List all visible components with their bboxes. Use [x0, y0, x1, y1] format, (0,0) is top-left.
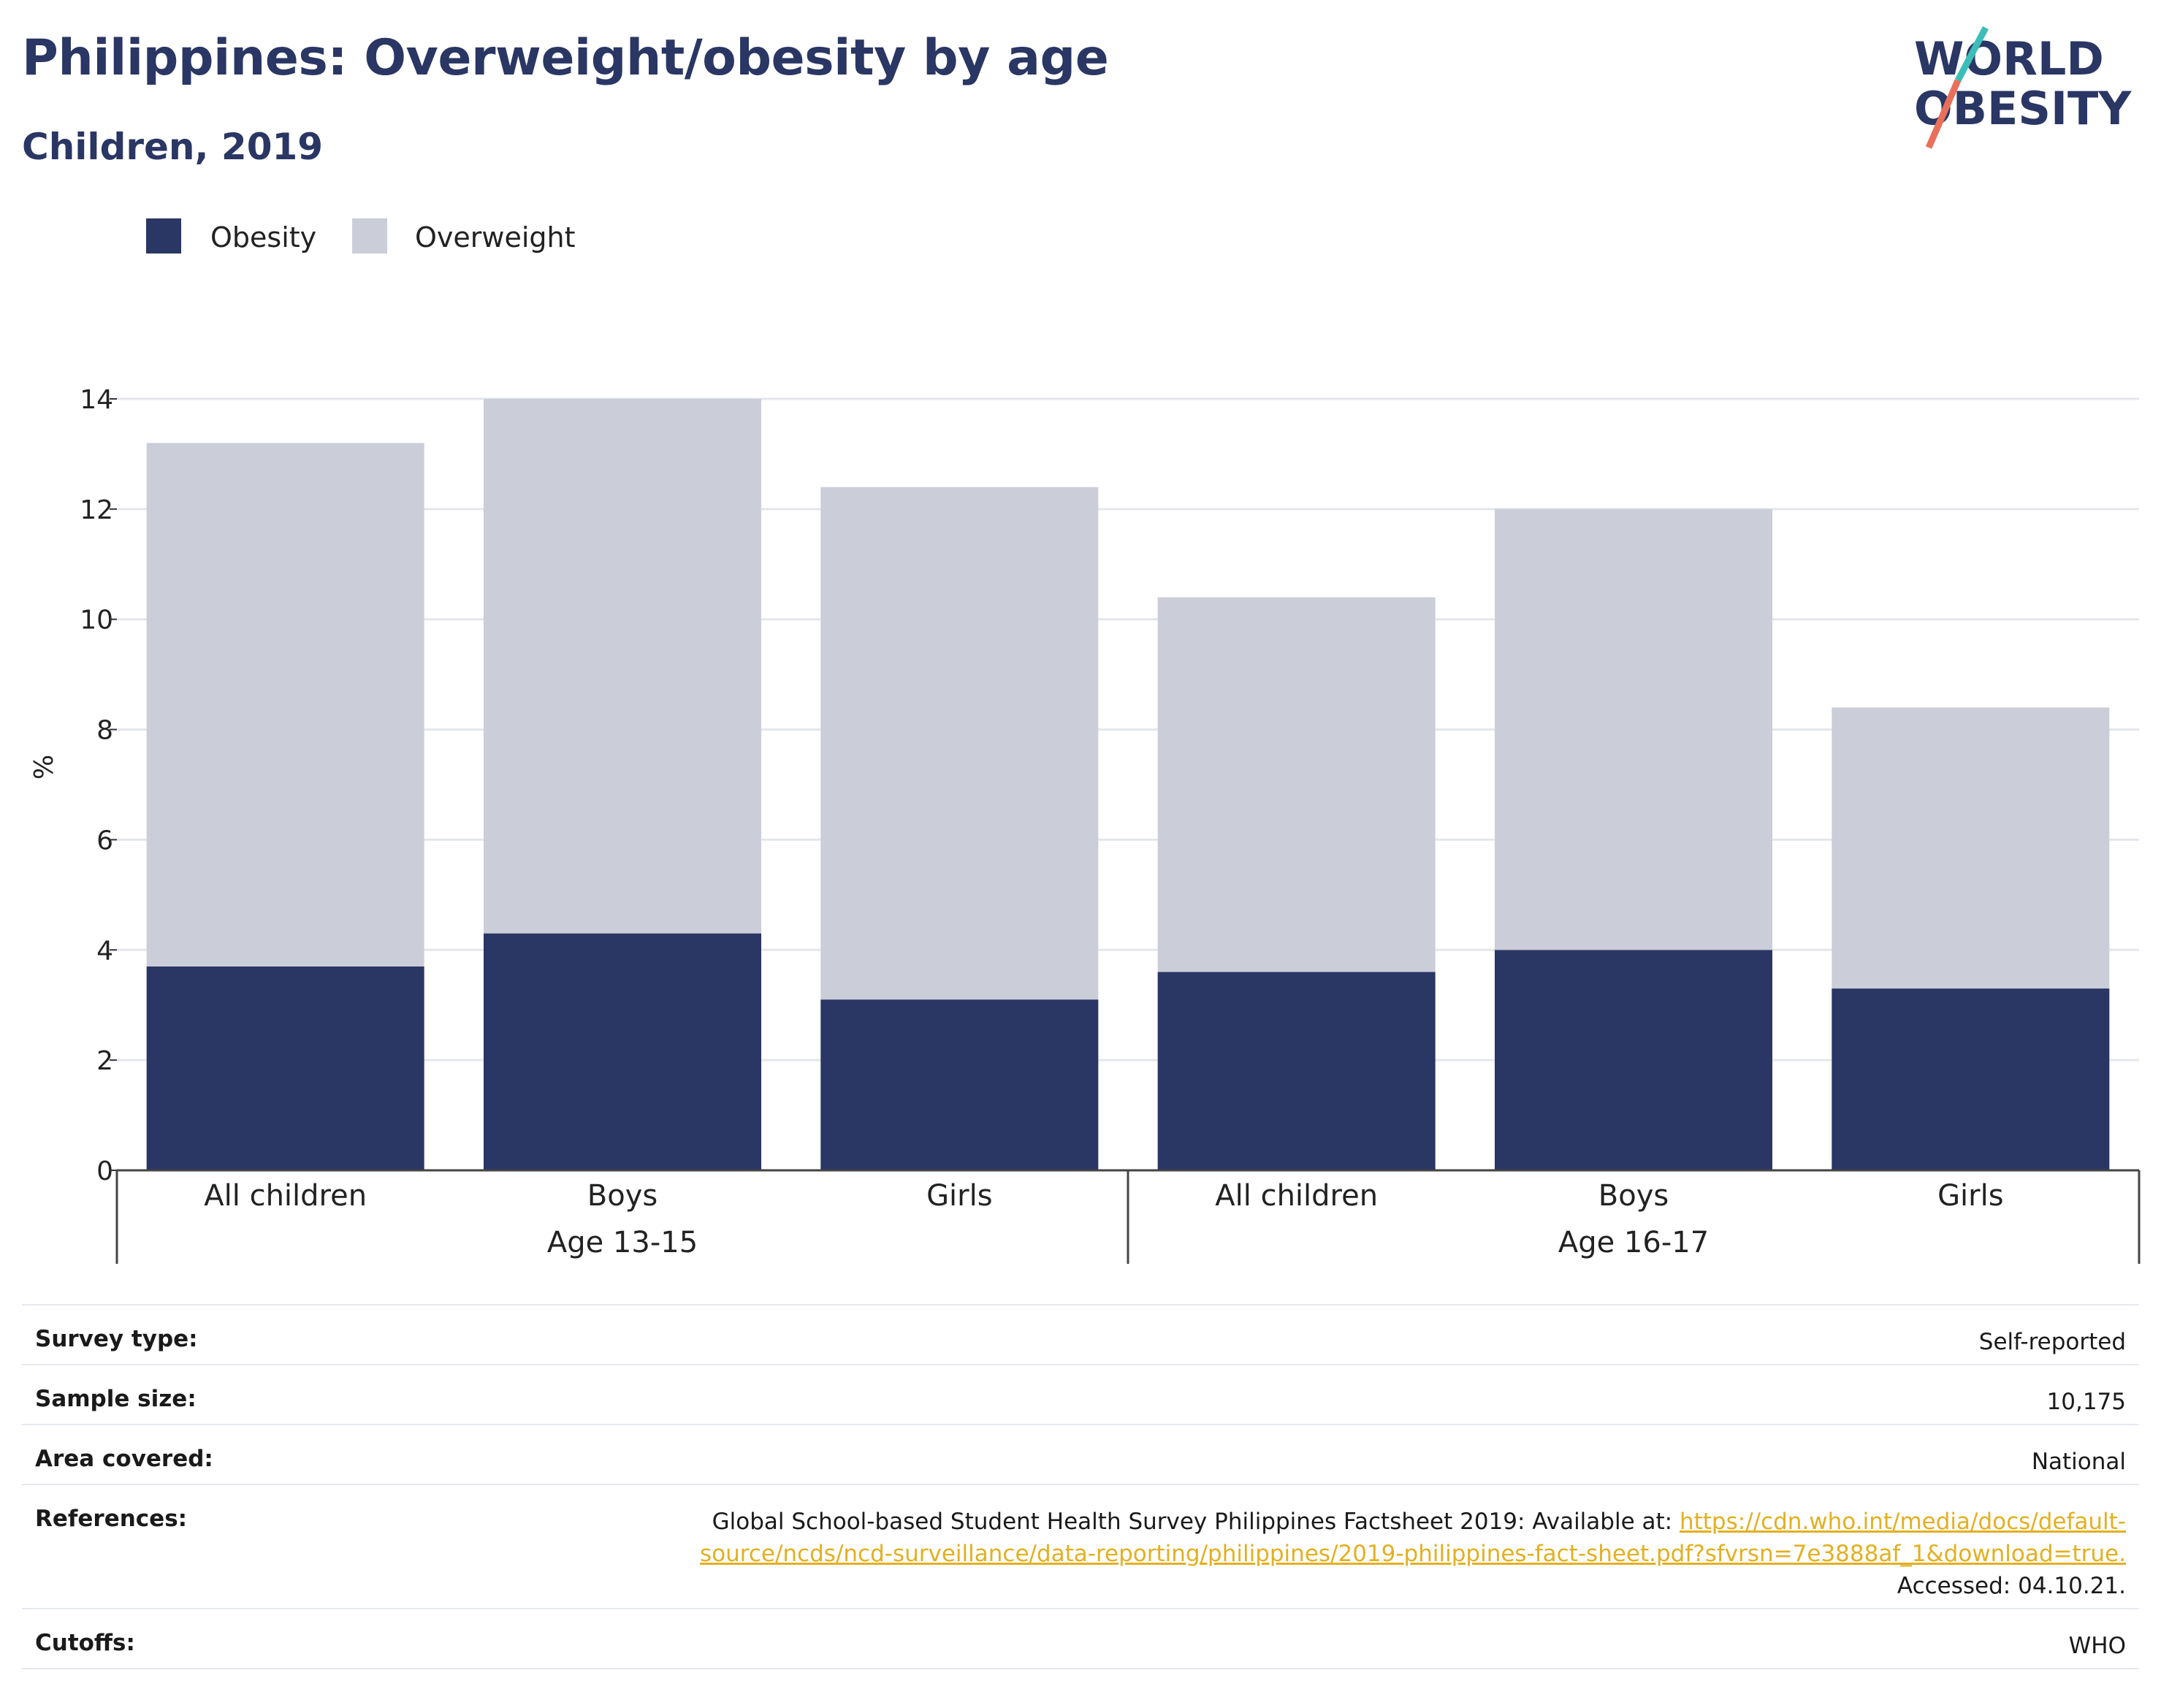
survey-type-value: Self-reported	[400, 1305, 2139, 1365]
references-link-part1[interactable]: https://cdn.who.int/media/docs/default-	[1679, 1509, 2126, 1535]
y-tick-label: 2	[96, 1046, 113, 1076]
x-axis: All children Boys Girls All children Boys Gir…	[115, 1169, 2141, 1264]
bar-obesity	[1832, 988, 2110, 1170]
chart-subtitle: Children, 2019	[22, 126, 324, 168]
area-covered-label: Area covered:	[22, 1425, 400, 1485]
x-category-label: All children	[204, 1179, 367, 1213]
references-link-part2[interactable]: source/ncds/ncd-surveillance/data-report…	[700, 1541, 2126, 1567]
bar-overweight	[1832, 707, 2110, 989]
references-row: References: Global School-based Student …	[22, 1484, 2139, 1609]
sample-size-row: Sample size: 10,175	[22, 1365, 2139, 1425]
chart-area: Obesity Overweight 0 2 4 6 8 10 12 14 All child…	[29, 218, 2141, 1264]
y-axis: 0 2 4 6 8 10 12 14	[80, 385, 117, 1186]
survey-type-row: Survey type: Self-reported	[22, 1305, 2139, 1365]
sample-size-value: 10,175	[400, 1365, 2139, 1425]
x-category-label: Girls	[926, 1179, 993, 1213]
sample-size-label: Sample size:	[22, 1365, 400, 1425]
bar-obesity	[484, 933, 761, 1170]
x-category-label: Boys	[1598, 1179, 1669, 1213]
x-category-label: All children	[1215, 1179, 1378, 1213]
cutoffs-row: Cutoffs: WHO	[22, 1609, 2139, 1669]
y-tick-label: 4	[96, 936, 113, 966]
world-obesity-logo: WORLD OBESITY	[1914, 26, 2132, 149]
legend-swatch-overweight	[352, 218, 387, 253]
cutoffs-label: Cutoffs:	[22, 1609, 400, 1669]
y-axis-label: %	[29, 755, 59, 779]
x-group-label: Age 16-17	[1558, 1226, 1709, 1259]
legend: Obesity Overweight	[146, 218, 576, 253]
x-group-label: Age 13-15	[547, 1226, 698, 1259]
y-tick-label: 6	[96, 826, 113, 855]
bar-obesity	[1157, 972, 1436, 1170]
x-category-label: Boys	[587, 1179, 658, 1213]
legend-label-overweight: Overweight	[415, 221, 576, 253]
bar-overweight	[146, 443, 424, 967]
area-covered-value: National	[400, 1425, 2139, 1485]
bar-obesity	[146, 966, 424, 1170]
metadata-table: Survey type: Self-reported Sample size: …	[22, 1304, 2139, 1669]
cutoffs-value: WHO	[400, 1609, 2139, 1669]
chart-title: Philippines: Overweight/obesity by age	[22, 29, 1109, 87]
y-tick-label: 10	[80, 606, 113, 636]
y-tick-label: 0	[96, 1156, 113, 1186]
legend-swatch-obesity	[146, 218, 181, 253]
bar-overweight	[484, 399, 761, 934]
area-covered-row: Area covered: National	[22, 1425, 2139, 1485]
references-accessed: Accessed: 04.10.21.	[1897, 1573, 2126, 1599]
y-tick-label: 14	[80, 385, 113, 415]
survey-type-label: Survey type:	[22, 1305, 400, 1365]
y-tick-label: 12	[80, 495, 113, 525]
logo-coral-slash	[1925, 79, 1962, 149]
bar-obesity	[820, 999, 1099, 1170]
references-value: Global School-based Student Health Surve…	[400, 1484, 2139, 1609]
x-category-label: Girls	[1937, 1179, 2004, 1213]
logo-line1: WORLD	[1914, 32, 2104, 85]
logo-teal-slash	[1955, 26, 1989, 83]
bars	[146, 399, 2110, 1170]
y-tick-label: 8	[96, 716, 113, 746]
references-text: Global School-based Student Health Surve…	[712, 1509, 1673, 1535]
legend-label-obesity: Obesity	[210, 221, 316, 253]
bar-overweight	[1157, 597, 1436, 972]
bar-obesity	[1495, 950, 1772, 1170]
references-label: References:	[22, 1484, 400, 1609]
bar-overweight	[820, 487, 1099, 1000]
bar-overweight	[1495, 508, 1772, 950]
